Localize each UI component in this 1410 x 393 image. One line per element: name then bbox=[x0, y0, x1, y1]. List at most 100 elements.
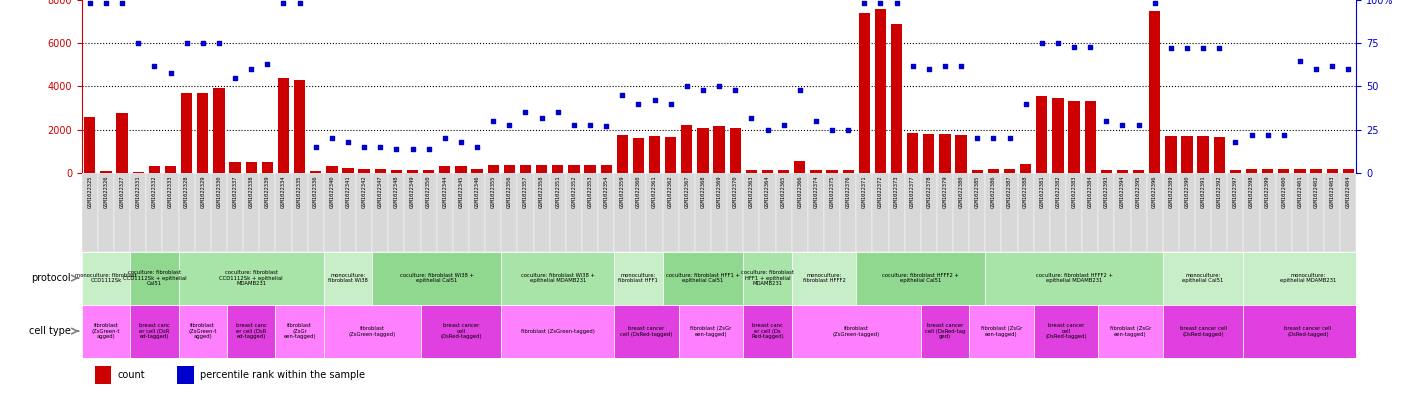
Text: cell type: cell type bbox=[28, 326, 70, 336]
Bar bbox=[307, 173, 324, 252]
Point bbox=[773, 121, 795, 128]
Point bbox=[1111, 121, 1134, 128]
Bar bbox=[630, 173, 647, 252]
Bar bbox=[746, 170, 757, 173]
Text: fibroblast
(ZsGreen-tagged): fibroblast (ZsGreen-tagged) bbox=[348, 326, 396, 336]
Point bbox=[1031, 40, 1053, 46]
Text: GSM1022401: GSM1022401 bbox=[1297, 175, 1303, 208]
Bar bbox=[488, 165, 499, 173]
Text: GSM1022333: GSM1022333 bbox=[168, 175, 173, 208]
Text: GSM1022367: GSM1022367 bbox=[684, 175, 689, 208]
Point bbox=[433, 135, 455, 141]
Bar bbox=[891, 24, 902, 173]
Text: GSM1022337: GSM1022337 bbox=[233, 175, 237, 208]
Text: monoculture: fibroblast
CCD1112Sk: monoculture: fibroblast CCD1112Sk bbox=[75, 273, 137, 283]
Bar bbox=[859, 13, 870, 173]
Bar bbox=[437, 173, 453, 252]
Bar bbox=[1246, 169, 1258, 173]
Point bbox=[1144, 0, 1166, 7]
Point bbox=[224, 75, 247, 81]
Bar bbox=[130, 173, 147, 252]
Bar bbox=[761, 170, 773, 173]
Bar bbox=[550, 173, 565, 252]
Bar bbox=[856, 173, 873, 252]
Bar bbox=[1262, 169, 1273, 173]
Point bbox=[1256, 132, 1279, 138]
Bar bbox=[502, 252, 615, 305]
Bar bbox=[1131, 173, 1146, 252]
Bar bbox=[178, 366, 195, 384]
Bar bbox=[794, 161, 805, 173]
Bar bbox=[292, 173, 307, 252]
Bar bbox=[179, 252, 324, 305]
Bar bbox=[1069, 101, 1080, 173]
Text: GSM1022335: GSM1022335 bbox=[298, 175, 302, 208]
Text: GSM1022391: GSM1022391 bbox=[1201, 175, 1206, 208]
Bar bbox=[372, 252, 502, 305]
Bar bbox=[1327, 169, 1338, 173]
Point bbox=[1176, 45, 1198, 51]
Bar bbox=[245, 162, 257, 173]
Bar bbox=[82, 173, 97, 252]
Text: GSM1022403: GSM1022403 bbox=[1330, 175, 1335, 208]
Point bbox=[983, 135, 1005, 141]
Text: GSM1022355: GSM1022355 bbox=[491, 175, 496, 208]
Bar bbox=[1324, 173, 1341, 252]
Point bbox=[1241, 132, 1263, 138]
Bar bbox=[324, 252, 372, 305]
Bar bbox=[148, 166, 159, 173]
Point bbox=[869, 0, 891, 7]
Bar bbox=[921, 173, 936, 252]
Text: GSM1022329: GSM1022329 bbox=[200, 175, 206, 208]
Bar bbox=[971, 170, 983, 173]
Bar bbox=[791, 252, 856, 305]
Text: GSM1022365: GSM1022365 bbox=[781, 175, 787, 208]
Bar bbox=[598, 173, 615, 252]
Bar bbox=[1081, 173, 1098, 252]
Bar bbox=[1034, 173, 1050, 252]
Text: monoculture:
epithelial Cal51: monoculture: epithelial Cal51 bbox=[1183, 273, 1224, 283]
Bar bbox=[633, 138, 644, 173]
Bar bbox=[503, 165, 515, 173]
Bar bbox=[1294, 169, 1306, 173]
Point bbox=[788, 87, 811, 93]
Bar bbox=[584, 165, 595, 173]
Text: GSM1022400: GSM1022400 bbox=[1282, 175, 1286, 208]
Bar bbox=[1146, 173, 1163, 252]
Point bbox=[369, 144, 392, 150]
Text: GSM1022349: GSM1022349 bbox=[410, 175, 415, 208]
Bar bbox=[227, 173, 243, 252]
Text: GSM1022361: GSM1022361 bbox=[651, 175, 657, 208]
Bar bbox=[1342, 169, 1354, 173]
Bar bbox=[358, 169, 369, 173]
Text: GSM1022331: GSM1022331 bbox=[135, 175, 141, 208]
Bar bbox=[117, 114, 128, 173]
Text: fibroblast (ZsGr
een-tagged): fibroblast (ZsGr een-tagged) bbox=[691, 326, 732, 336]
Point bbox=[901, 62, 924, 69]
Point bbox=[515, 109, 537, 116]
Point bbox=[805, 118, 828, 124]
Bar bbox=[1098, 305, 1163, 358]
Bar bbox=[423, 170, 434, 173]
Text: GSM1022377: GSM1022377 bbox=[911, 175, 915, 208]
Point bbox=[853, 0, 876, 7]
Bar bbox=[455, 166, 467, 173]
Bar bbox=[1134, 170, 1145, 173]
Bar bbox=[1066, 173, 1081, 252]
Point bbox=[1096, 118, 1118, 124]
Bar bbox=[405, 173, 420, 252]
Point bbox=[417, 145, 440, 152]
Point bbox=[692, 87, 715, 93]
Bar bbox=[471, 169, 482, 173]
Text: GSM1022386: GSM1022386 bbox=[991, 175, 995, 208]
Text: GSM1022326: GSM1022326 bbox=[103, 175, 109, 208]
Bar bbox=[1244, 252, 1372, 305]
Text: GSM1022344: GSM1022344 bbox=[443, 175, 447, 208]
Point bbox=[1014, 101, 1036, 107]
Point bbox=[159, 70, 182, 76]
Text: breast cancer
cell (DsRed-tagged): breast cancer cell (DsRed-tagged) bbox=[620, 326, 673, 336]
Text: breast cancer
cell (DsRed-tag
ged): breast cancer cell (DsRed-tag ged) bbox=[925, 323, 964, 340]
Text: GSM1022334: GSM1022334 bbox=[281, 175, 286, 208]
Bar bbox=[230, 162, 241, 173]
Bar bbox=[485, 173, 502, 252]
